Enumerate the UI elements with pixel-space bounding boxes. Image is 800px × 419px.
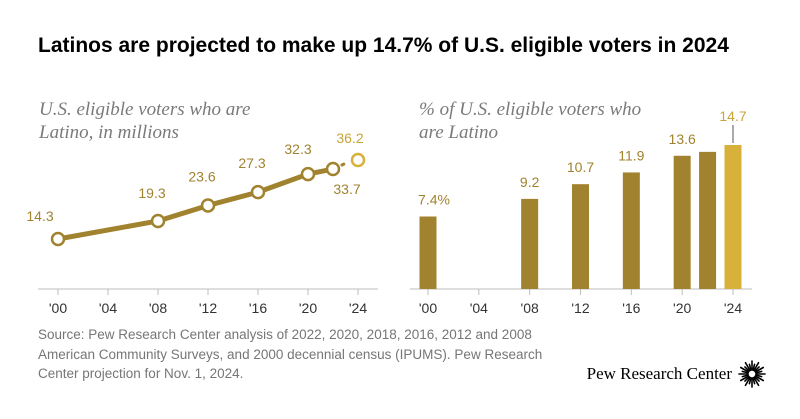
- line-data-label-projected: 36.2: [336, 130, 363, 146]
- logo-text: Pew Research Center: [586, 364, 732, 383]
- line-chart: '00 '04 '08 '12 '16 '20 '24 14.3 19.3 23.6 27.3 32.…: [26, 130, 378, 316]
- bar-projected: [724, 145, 742, 289]
- bar-data-label: 9.2: [520, 174, 540, 190]
- line-chart-x-tick-label: '08: [149, 300, 167, 316]
- sunburst-ray: [754, 366, 765, 373]
- sunburst-ray: [741, 374, 749, 378]
- bar: [572, 184, 589, 289]
- sunburst-ray: [752, 363, 756, 371]
- line-point-projected: [350, 152, 366, 168]
- line-chart-title-line-2: Latino, in millions: [39, 122, 179, 143]
- line-data-label: 32.3: [284, 141, 311, 157]
- bar-chart-x-tick-label: '12: [571, 300, 589, 316]
- sunburst-ray: [748, 363, 752, 371]
- line-data-label: 23.6: [188, 168, 215, 184]
- bar-chart-title-line-1: % of U.S. eligible voters who: [419, 99, 642, 120]
- bar-data-label: 11.9: [618, 147, 644, 163]
- line-data-label: 33.7: [333, 181, 360, 197]
- sunburst-ray: [739, 366, 750, 373]
- line-chart-title: U.S. eligible voters who are Latino, in …: [39, 98, 359, 144]
- bar: [622, 172, 640, 289]
- bar-data-label: 7.4%: [418, 192, 450, 208]
- bar: [419, 216, 437, 289]
- sunburst-ray: [748, 377, 752, 385]
- bar-chart-x-tick-label: '04: [470, 300, 488, 316]
- sunburst-ray: [744, 366, 750, 372]
- line-data-label: 14.3: [26, 208, 53, 224]
- line-data-label: 27.3: [238, 155, 265, 171]
- bar-chart-x-tick-label: '20: [673, 300, 691, 316]
- pew-logo: Pew Research Center: [587, 360, 766, 388]
- bar: [699, 151, 717, 289]
- headline: Latinos are projected to make up 14.7% o…: [38, 34, 729, 57]
- bar: [673, 155, 691, 289]
- sunburst-ray: [754, 375, 765, 382]
- sunburst-ray: [755, 370, 763, 374]
- source-note: Source: Pew Research Center analysis of …: [38, 327, 543, 381]
- line-chart-x-tick-label: '04: [99, 300, 117, 316]
- bar-chart-x-tick-label: '24: [724, 300, 742, 316]
- bar-data-label-projected: 14.7: [719, 108, 746, 124]
- bar-data-label: 10.7: [567, 159, 594, 175]
- sunburst-ray: [754, 366, 760, 372]
- line-point: [150, 213, 166, 229]
- sunburst-ray: [752, 377, 756, 385]
- line-point: [300, 166, 316, 182]
- line-point: [250, 184, 266, 200]
- sunburst-ray: [741, 370, 749, 374]
- sunburst-ray: [753, 361, 760, 372]
- line-point: [325, 161, 341, 177]
- line-data-label: 19.3: [138, 185, 165, 201]
- sunburst-ray: [744, 361, 751, 372]
- bar-data-label: 13.6: [669, 131, 696, 147]
- line-chart-x-tick-label: '00: [49, 300, 67, 316]
- bar-chart: '00 '04 '08 '12 '16 '20 '24 7.4% 9.2 10.7 11.9 13.6…: [410, 108, 752, 316]
- line-chart-x-tick-label: '16: [249, 300, 267, 316]
- sunburst-ray: [754, 376, 760, 382]
- sunburst-ray: [744, 376, 750, 382]
- line-point: [200, 198, 216, 213]
- bar-chart-x-tick-label: '16: [622, 300, 640, 316]
- bar-chart-x-tick-label: '08: [521, 300, 539, 316]
- sunburst-ray: [744, 376, 751, 387]
- line-chart-title-line-1: U.S. eligible voters who are: [39, 99, 251, 120]
- line-chart-x-tick-label: '12: [199, 300, 217, 316]
- sunburst-ray: [753, 376, 760, 387]
- bar-chart-x-tick-label: '00: [419, 300, 437, 316]
- sunburst-ray: [739, 375, 750, 382]
- sunburst-ray: [755, 374, 763, 378]
- line-series-projection-connector: [340, 160, 350, 167]
- line-point: [50, 231, 66, 247]
- pew-sunburst-icon: [738, 360, 766, 388]
- line-chart-x-tick-label: '24: [349, 300, 367, 316]
- bar: [521, 198, 539, 289]
- bar-chart-title-line-2: are Latino: [419, 122, 498, 143]
- bar-chart-title: % of U.S. eligible voters who are Latino: [419, 98, 739, 144]
- line-chart-x-tick-label: '20: [299, 300, 317, 316]
